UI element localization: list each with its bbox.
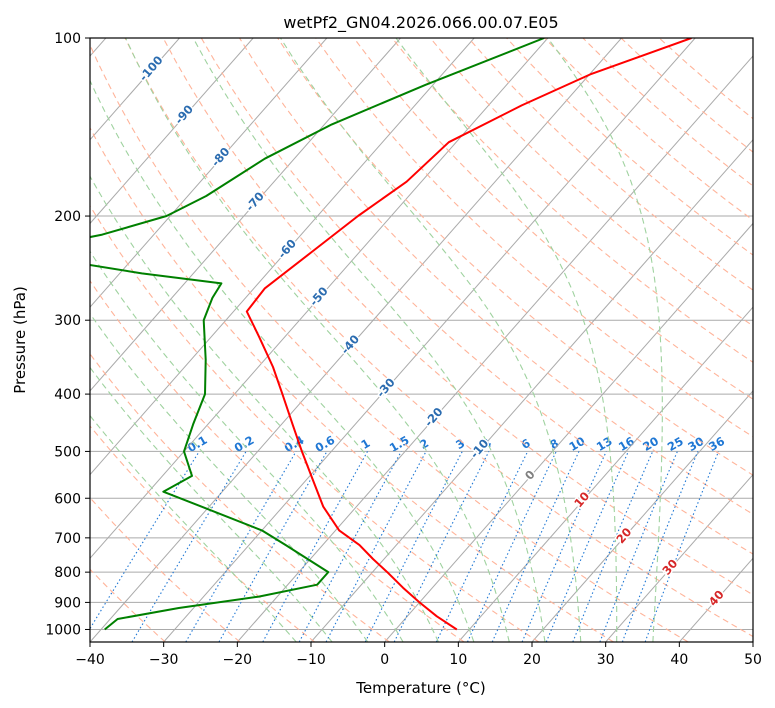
dry-adiabat [90, 43, 689, 642]
moist-adiabat [280, 38, 582, 642]
y-axis-label: Pressure (hPa) [11, 286, 29, 394]
mixing-ratio-line [621, 451, 699, 642]
x-axis: −40 −30 −20 −10 0 10 20 30 40 50 [75, 642, 762, 668]
x-tick-label: 30 [597, 652, 615, 668]
isotherm-line [90, 38, 401, 392]
mixing-ratio-label: 16 [616, 434, 637, 454]
y-tick-label: 100 [54, 31, 81, 47]
isotherm-line [310, 138, 753, 642]
moist-adiabat [90, 366, 333, 642]
moist-adiabat-layer [90, 38, 663, 642]
y-axis: 100 200 300 400 500 600 700 800 900 1000 [45, 31, 90, 638]
x-tick-label: 0 [380, 652, 389, 668]
isotherm-line [605, 473, 753, 642]
mixing-ratio-line [298, 451, 402, 642]
dry-adiabat [90, 496, 241, 642]
dry-adiabat [90, 204, 540, 642]
dry-adiabat [90, 425, 316, 642]
x-tick-label: −30 [149, 652, 179, 668]
dewpoint-profile [90, 38, 545, 631]
x-tick-label: 40 [670, 652, 688, 668]
x-tick-label: −40 [75, 652, 105, 668]
mixing-ratio-line [545, 451, 629, 642]
y-tick-label: 800 [54, 565, 81, 581]
mixing-ratio-line [599, 451, 678, 642]
plot-frame [89, 37, 754, 643]
series-layer [90, 38, 692, 631]
moist-adiabat [90, 250, 404, 642]
x-tick-label: 10 [449, 652, 467, 668]
x-tick-label: −20 [223, 652, 253, 668]
mixing-ratio-line [218, 451, 328, 642]
mixing-ratio-label: 10 [567, 434, 588, 454]
y-tick-label: 700 [54, 531, 81, 547]
isotherm-line [457, 306, 753, 642]
moist-adiabat [192, 38, 546, 642]
isotherm-line [384, 222, 753, 642]
mixing-ratio-line [521, 451, 607, 642]
chart-title: wetPf2_GN04.2026.066.00.07.E05 [283, 13, 558, 33]
y-tick-label: 200 [54, 209, 81, 225]
mixing-ratio-line [572, 451, 654, 642]
dry-adiabat [429, 38, 753, 327]
y-tick-label: 400 [54, 387, 81, 403]
mixing-ratio-line [393, 451, 490, 642]
y-tick-label: 1000 [45, 622, 81, 638]
isotherm-line [90, 38, 254, 225]
isotherm-line [236, 55, 753, 642]
isotherm-line [90, 38, 328, 308]
isotherm-line [531, 390, 753, 642]
isotherm-line [90, 38, 549, 560]
temperature-profile [245, 38, 692, 631]
mixing-ratio-layer [90, 451, 720, 642]
moist-adiabat [547, 38, 663, 642]
moist-adiabat [90, 414, 297, 642]
moist-adiabat [125, 38, 510, 642]
x-tick-label: 50 [744, 652, 762, 668]
mixing-ratio-line [262, 451, 368, 642]
mixing-ratio-label: 25 [665, 434, 686, 454]
moist-adiabat [395, 38, 618, 642]
dry-adiabat [391, 38, 753, 363]
x-axis-label: Temperature (°C) [355, 679, 485, 697]
dry-adiabat [467, 38, 753, 291]
moist-adiabat [90, 175, 439, 642]
isotherm-grid [90, 38, 753, 642]
mixing-ratio-line [644, 451, 720, 642]
y-tick-label: 500 [54, 444, 81, 460]
mixing-ratio-line [491, 451, 580, 642]
x-tick-label: −10 [296, 652, 326, 668]
x-tick-label: 20 [523, 652, 541, 668]
isotherm-line [90, 38, 475, 476]
isotherm-line [90, 38, 180, 141]
y-tick-label: 900 [54, 595, 81, 611]
dry-adiabat [90, 568, 166, 642]
dry-adiabat [124, 38, 753, 638]
mixing-ratio-line [364, 451, 463, 642]
isotherm-line [90, 38, 622, 642]
mixing-ratio-label: 30 [685, 434, 706, 454]
mixing-ratio-label: 20 [640, 434, 661, 454]
y-tick-label: 300 [54, 313, 81, 329]
isotherm-line [163, 38, 696, 642]
y-tick-label: 600 [54, 491, 81, 507]
